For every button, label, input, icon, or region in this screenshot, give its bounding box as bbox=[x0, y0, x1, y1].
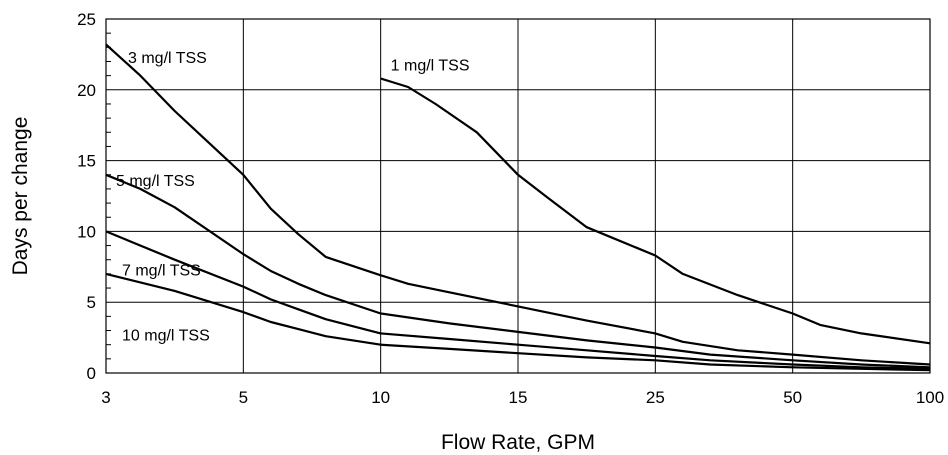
x-tick-label: 50 bbox=[783, 388, 802, 407]
x-tick-label: 5 bbox=[239, 388, 248, 407]
series-line bbox=[105, 43, 931, 366]
labels: 1 mg/l TSS 3 mg/l TSS 5 mg/l TSS 7 mg/l TSS… bbox=[116, 50, 470, 345]
series-label: 10 mg/l TSS bbox=[122, 327, 210, 344]
x-tick-label: 10 bbox=[371, 388, 390, 407]
x-tick-label: 15 bbox=[509, 388, 528, 407]
series-line bbox=[105, 230, 931, 370]
series-group bbox=[105, 43, 931, 372]
x-axis-title: Flow Rate, GPM bbox=[441, 431, 595, 454]
series-line bbox=[105, 272, 931, 372]
x-tick-label: 3 bbox=[101, 388, 110, 407]
y-tick-label: 5 bbox=[87, 293, 96, 312]
y-axis-title: Days per change bbox=[9, 117, 32, 276]
plot-frame bbox=[105, 18, 931, 374]
x-tick-label: 100 bbox=[916, 388, 944, 407]
y-tick-label: 15 bbox=[77, 152, 96, 171]
series-label: 7 mg/l TSS bbox=[122, 262, 201, 279]
series-label: 3 mg/l TSS bbox=[128, 50, 207, 67]
y-tick-label: 0 bbox=[87, 364, 96, 383]
x-tick-label: 25 bbox=[646, 388, 665, 407]
y-tick-label: 25 bbox=[77, 10, 96, 29]
y-tick-label: 10 bbox=[77, 222, 96, 241]
series-label: 1 mg/l TSS bbox=[391, 57, 470, 74]
x-tick-labels: 3 5 10 15 25 50 100 bbox=[101, 388, 944, 407]
series-line bbox=[380, 77, 931, 345]
y-tick-label: 20 bbox=[77, 81, 96, 100]
plot-area-border bbox=[105, 18, 931, 374]
y-tick-labels: 0 5 10 15 20 25 bbox=[77, 10, 96, 383]
series-line bbox=[105, 173, 931, 369]
series-label: 5 mg/l TSS bbox=[116, 173, 195, 190]
